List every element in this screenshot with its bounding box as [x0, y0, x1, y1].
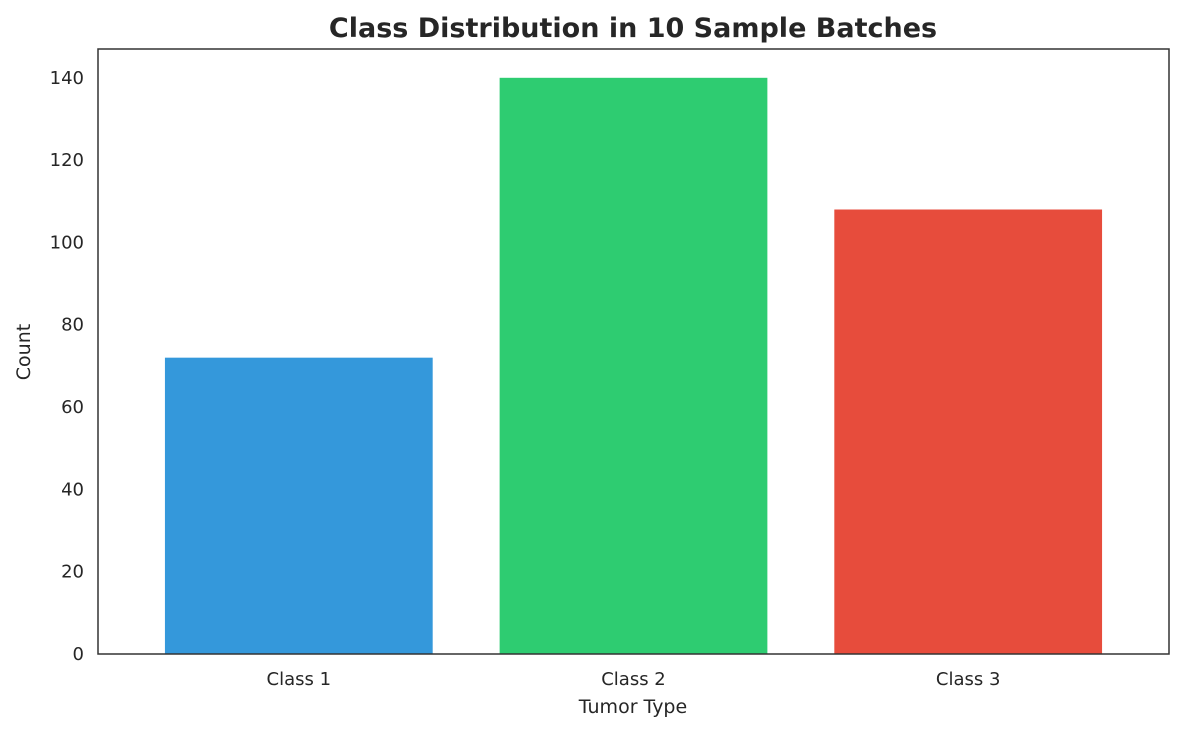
- y-tick-label: 60: [61, 397, 84, 418]
- x-axis: Class 1 Class 2 Class 3: [267, 669, 1001, 690]
- y-tick-label: 40: [61, 479, 84, 500]
- y-axis: 0 20 40 60 80 100 120 140: [50, 68, 84, 665]
- bar-class-2: [499, 77, 768, 655]
- y-tick-label: 140: [50, 68, 84, 89]
- x-tick-label: Class 2: [601, 669, 666, 690]
- x-tick-label: Class 3: [936, 669, 1001, 690]
- bars-group: [164, 77, 1103, 655]
- y-tick-label: 100: [50, 232, 84, 253]
- x-axis-label: Tumor Type: [578, 696, 687, 718]
- y-axis-label: Count: [13, 324, 35, 380]
- bar-class-1: [164, 357, 433, 654]
- y-tick-label: 120: [50, 150, 84, 171]
- plot-frame: [97, 48, 1170, 655]
- x-tick-label: Class 1: [267, 669, 332, 690]
- bar-class-3: [834, 209, 1103, 655]
- y-tick-label: 0: [73, 644, 84, 665]
- chart-title: Class Distribution in 10 Sample Batches: [329, 13, 937, 44]
- y-tick-label: 80: [61, 315, 84, 336]
- y-tick-label: 20: [61, 562, 84, 583]
